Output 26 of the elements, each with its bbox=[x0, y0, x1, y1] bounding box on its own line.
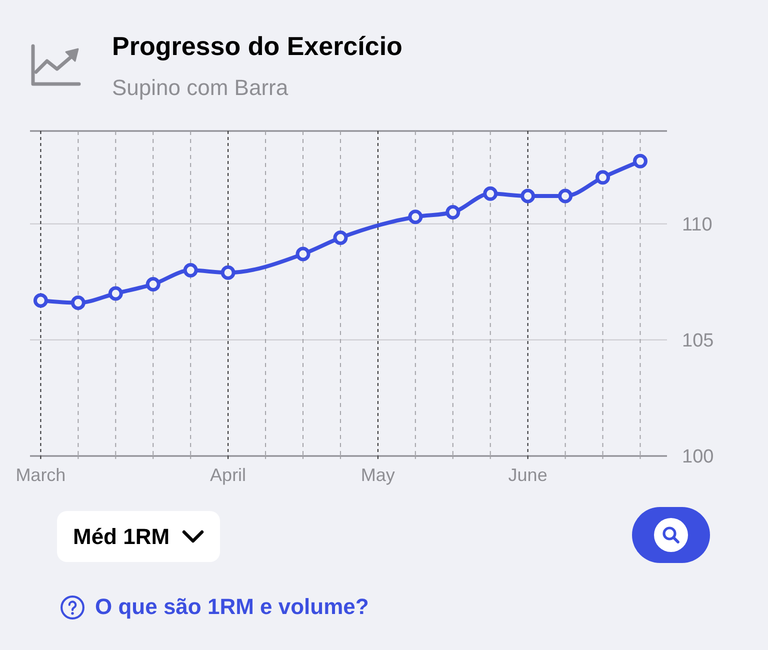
x-tick-label: April bbox=[210, 465, 246, 485]
point bbox=[596, 170, 610, 185]
x-tick-label: May bbox=[360, 465, 395, 485]
point bbox=[632, 154, 648, 168]
point bbox=[220, 265, 236, 280]
point bbox=[446, 205, 460, 220]
x-tick-label: June bbox=[508, 465, 548, 485]
text: O que são 1RM e volume? bbox=[95, 594, 369, 620]
y-tick-label: 100 bbox=[682, 446, 714, 468]
point bbox=[70, 296, 86, 310]
chart-subtitle: Supino com Barra bbox=[112, 75, 288, 101]
point bbox=[146, 276, 160, 292]
point bbox=[558, 188, 573, 204]
y-tick-label: 110 bbox=[682, 214, 712, 236]
point bbox=[296, 246, 310, 262]
y-tick-label: 105 bbox=[682, 330, 714, 352]
chart-title: Progresso do Exercício bbox=[112, 31, 402, 62]
x-tick-label: March bbox=[16, 465, 66, 485]
point bbox=[33, 293, 48, 308]
point bbox=[483, 186, 498, 201]
point bbox=[183, 263, 198, 278]
dropdown-button: Méd 1RM bbox=[57, 511, 220, 562]
point bbox=[520, 188, 536, 204]
point bbox=[408, 210, 423, 224]
point bbox=[108, 286, 123, 301]
point bbox=[333, 230, 348, 246]
